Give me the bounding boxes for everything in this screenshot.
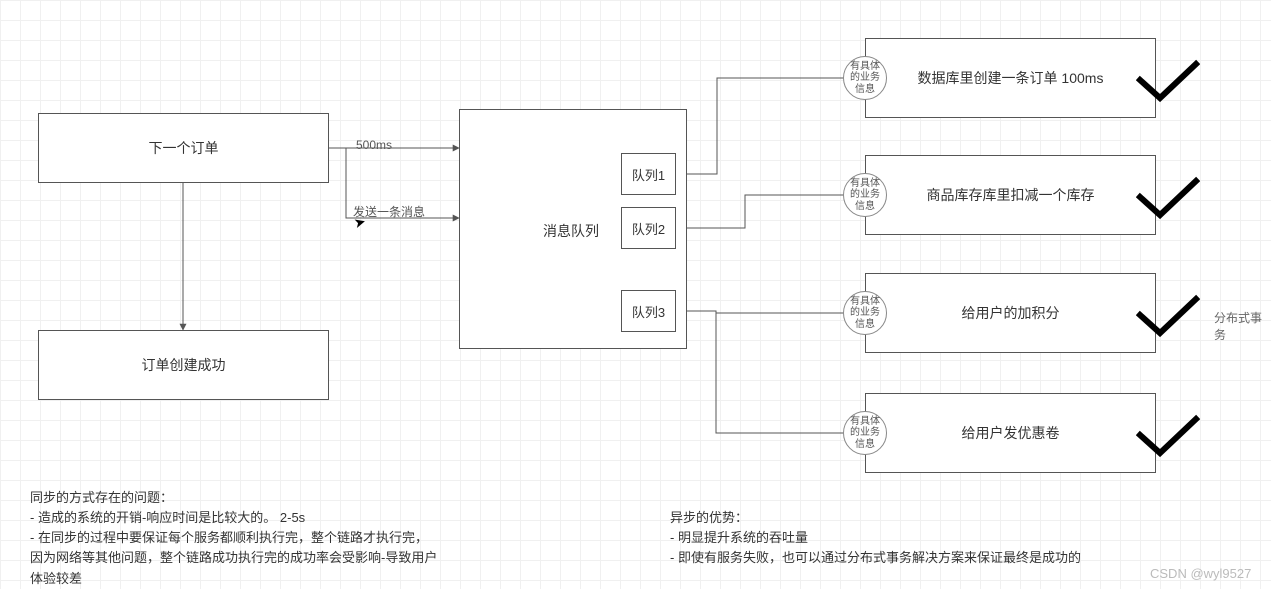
node-queue-1: 队列1 — [621, 153, 676, 195]
badge-biz-info-4: 有具体的业务信息 — [843, 411, 887, 455]
badge-biz-info-3: 有具体的业务信息 — [843, 291, 887, 335]
side-label-distributed-tx: 分布式事务 — [1214, 309, 1271, 343]
edge-label-500ms: 500ms — [356, 138, 392, 152]
note-async-advantages: 异步的优势： - 明显提升系统的吞吐量 - 即使有服务失败，也可以通过分布式事务… — [670, 508, 1081, 568]
edge-svc2-to-q2 — [676, 195, 843, 228]
checkmark-icon-3 — [1136, 293, 1200, 346]
node-queue-3: 队列3 — [621, 290, 676, 332]
watermark-text: CSDN @wyl9527 — [1150, 566, 1251, 581]
node-service-1-db-create-order: 数据库里创建一条订单 100ms — [865, 38, 1156, 118]
checkmark-icon-2 — [1136, 175, 1200, 228]
message-queue-label: 消息队列 — [543, 221, 599, 241]
node-order-start: 下一个订单 — [38, 113, 329, 183]
node-order-success: 订单创建成功 — [38, 330, 329, 400]
checkmark-icon-4 — [1136, 413, 1200, 466]
edge-svc3-to-q3 — [676, 311, 843, 313]
checkmark-icon-1 — [1136, 58, 1200, 111]
node-service-3-add-points: 给用户的加积分 — [865, 273, 1156, 353]
node-service-2-stock-deduct: 商品库存库里扣减一个库存 — [865, 155, 1156, 235]
badge-biz-info-2: 有具体的业务信息 — [843, 173, 887, 217]
node-queue-2: 队列2 — [621, 207, 676, 249]
edge-svc4-to-q3 — [716, 311, 843, 433]
edge-svc1-to-q1 — [676, 78, 843, 174]
note-sync-problems: 同步的方式存在的问题： - 造成的系统的开销-响应时间是比较大的。 2-5s -… — [30, 488, 437, 589]
badge-biz-info-1: 有具体的业务信息 — [843, 56, 887, 100]
node-service-4-send-coupon: 给用户发优惠卷 — [865, 393, 1156, 473]
